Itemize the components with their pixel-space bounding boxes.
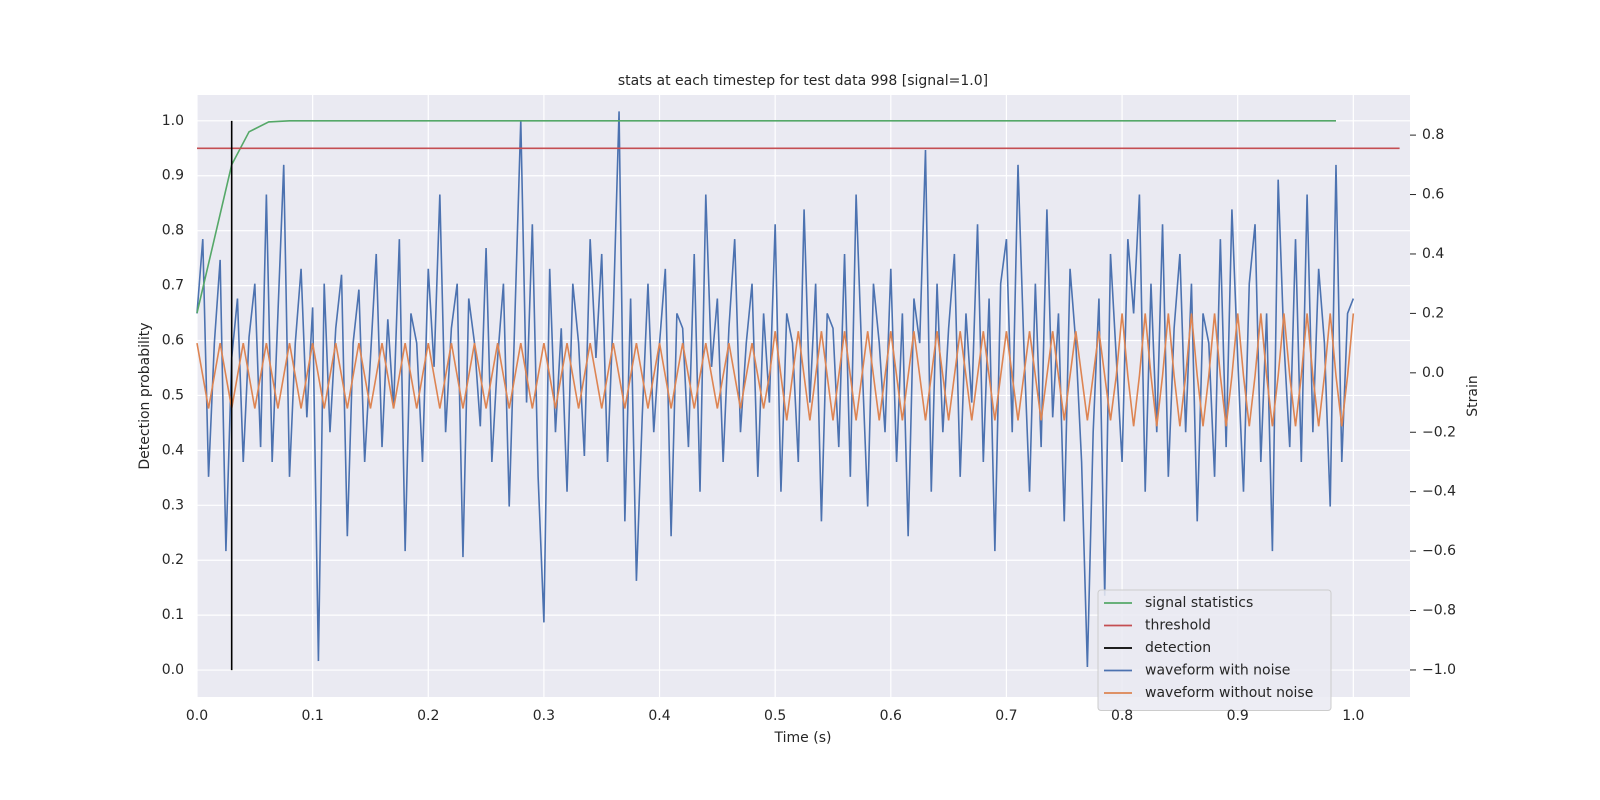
y-tick-label: 0.1 <box>162 607 184 623</box>
y-tick-label: 0.8 <box>162 223 184 239</box>
x-tick-label: 0.3 <box>533 708 555 724</box>
x-tick-label: 0.1 <box>302 708 324 724</box>
y2-tick-label: 0.0 <box>1422 365 1444 381</box>
y-tick-label: 0.0 <box>162 662 184 678</box>
x-tick-label: 1.0 <box>1342 708 1364 724</box>
legend-box <box>1097 589 1332 711</box>
x-tick-label: 0.6 <box>880 708 902 724</box>
y2-axis-label: Strain <box>1465 375 1481 416</box>
x-tick-label: 0.2 <box>417 708 439 724</box>
x-tick-label: 0.5 <box>764 708 786 724</box>
y2-tick-label: 0.4 <box>1422 246 1444 262</box>
y-tick-label: 0.3 <box>162 497 184 513</box>
legend-label: threshold <box>1145 618 1211 634</box>
y-tick-label: 0.2 <box>162 552 184 568</box>
y-tick-label: 0.5 <box>162 387 184 403</box>
x-tick-label: 0.8 <box>1111 708 1133 724</box>
x-tick-label: 0.9 <box>1227 708 1249 724</box>
legend-label: waveform with noise <box>1145 663 1290 679</box>
marks <box>196 111 1400 671</box>
y-tick-label: 0.7 <box>162 278 184 294</box>
y2-tick-label: −0.2 <box>1422 424 1456 440</box>
y-tick-label: 0.6 <box>162 333 184 349</box>
legend: signal statistics threshold detection wavef… <box>1097 589 1332 711</box>
y2-tick-label: −0.8 <box>1422 603 1456 619</box>
y2-tick-label: −0.6 <box>1422 543 1456 559</box>
legend-label: detection <box>1145 640 1211 656</box>
x-tick-label: 0.4 <box>648 708 670 724</box>
y-tick-label: 1.0 <box>162 113 184 129</box>
x-tick-label: 0.0 <box>186 708 208 724</box>
y-axis-label: Detection probability <box>137 322 153 469</box>
legend-label: signal statistics <box>1145 595 1253 611</box>
series-line <box>196 313 1355 427</box>
series-line <box>196 120 1336 314</box>
legend-label: waveform without noise <box>1145 685 1313 701</box>
y-tick-label: 0.4 <box>162 442 184 458</box>
x-axis-label: Time (s) <box>774 730 832 746</box>
y2-tick-label: −1.0 <box>1422 662 1456 678</box>
series-line <box>196 111 1355 668</box>
chart-title: stats at each timestep for test data 998… <box>618 73 988 89</box>
y2-tick-label: 0.6 <box>1422 187 1444 203</box>
y2-tick-label: 0.8 <box>1422 127 1444 143</box>
x-tick-label: 0.7 <box>995 708 1017 724</box>
y2-tick-label: −0.4 <box>1422 484 1456 500</box>
y2-tick-label: 0.2 <box>1422 305 1444 321</box>
y-tick-label: 0.9 <box>162 168 184 184</box>
